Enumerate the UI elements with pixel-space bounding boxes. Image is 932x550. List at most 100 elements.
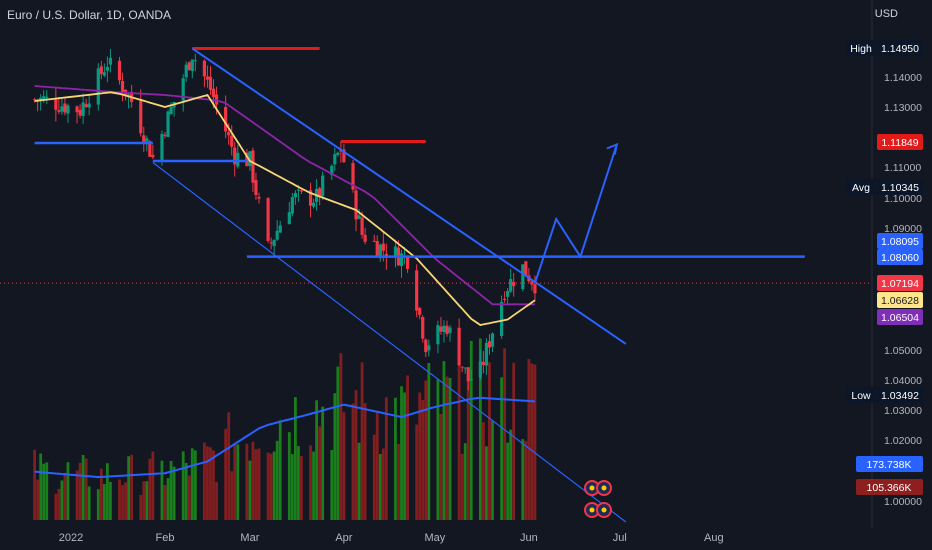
price-tick-label: 1.14000 [884,72,922,84]
slow-ma-line [34,85,535,306]
price-tag [877,275,923,291]
volume-bar [187,475,191,520]
volume-bar [33,449,37,520]
candle-body [193,60,197,62]
candle-body [393,246,398,257]
volume-bar [530,363,534,520]
candle-body [166,111,170,138]
candle-body [120,80,125,93]
price-tick-label: 1.02000 [884,435,922,447]
volume-bar [287,432,291,520]
volume-bar [524,440,528,520]
channel-top-line [191,47,627,345]
volume-bar [248,460,252,520]
candle-body [87,103,91,108]
volume-bar [87,486,91,520]
candle-body [509,279,513,292]
volume-bar [57,488,61,520]
volume-bar [121,485,124,520]
volume-bar [275,440,279,520]
volume-bar [227,412,231,520]
candle-body [469,379,473,381]
volume-bar [145,481,149,520]
volume-bar [105,463,109,520]
candle-body [42,96,46,101]
volume-bar [142,481,146,520]
time-tick-label: Jul [613,532,627,544]
price-tag-value: 1.06628 [881,295,919,307]
price-tags: 1.14950 High 1.11849 1.10345 Avg 1.08095 1.080… [846,40,923,495]
candle-body [227,132,231,136]
time-tick-label: Apr [335,532,352,544]
candle-body [399,253,404,267]
volume-bar [193,450,197,520]
projection-path [533,144,618,284]
candle-body [230,135,234,147]
candle-body [405,256,410,269]
price-tag-label-bg [846,387,876,403]
candle-body [254,180,258,195]
volume-bar [442,361,446,520]
volume-bar [309,445,312,520]
candle-body [163,134,167,136]
volume-bar [315,400,319,520]
volume-bar [342,412,346,520]
candle-body [145,138,149,142]
candle-body [360,217,364,235]
candle-body [293,192,297,198]
volume-bar [166,478,170,520]
volume-bars [33,338,537,520]
candle-body [442,325,446,332]
candle-body [333,154,337,165]
price-tag-value: 1.10345 [881,182,919,194]
volume-bar [75,470,79,520]
time-tick-label: Mar [240,532,259,544]
candle-body [311,202,316,207]
candle-body [96,68,100,105]
candle-body [60,106,64,112]
volume-bar [357,442,361,520]
volume-bar [81,455,85,520]
volume-bar [245,443,249,520]
volume-bar [203,442,206,520]
candle-body [490,333,495,347]
volume-bar [293,397,297,520]
volume-bar [300,455,303,520]
volume-bar [169,460,173,520]
candle-body [45,96,49,99]
volume-bar [503,348,507,520]
volume-bar [54,493,58,520]
time-tick-label: Jun [520,532,538,544]
volume-bar [360,362,364,520]
volume-ma-line [34,396,535,479]
candle-body [439,326,443,332]
volume-bar [336,366,340,520]
candle-body [460,366,464,368]
volume-bar [533,364,537,520]
drawing-layer [0,47,872,523]
volume-bar [509,429,513,520]
volume-bar [406,375,409,520]
volume-bar [236,444,240,520]
volume-bar [212,450,215,520]
volume-bar [512,362,516,520]
candle-body [66,105,70,114]
candle-body [248,151,252,167]
time-tick-label: May [424,532,445,544]
price-tag [877,179,923,195]
volume-bar [500,377,503,520]
volume-bar [415,424,419,520]
candle-body [354,190,358,220]
candle-body [102,72,106,76]
candle-body [378,244,382,259]
volume-bar [354,390,358,520]
candle-body [208,76,213,90]
candle-body [342,149,346,163]
time-tick-label: Aug [704,532,724,544]
candle-body [105,66,109,71]
candle-body [424,339,428,353]
volume-bar [466,380,470,520]
volume-bar [102,484,106,520]
volume-bar [254,449,258,520]
